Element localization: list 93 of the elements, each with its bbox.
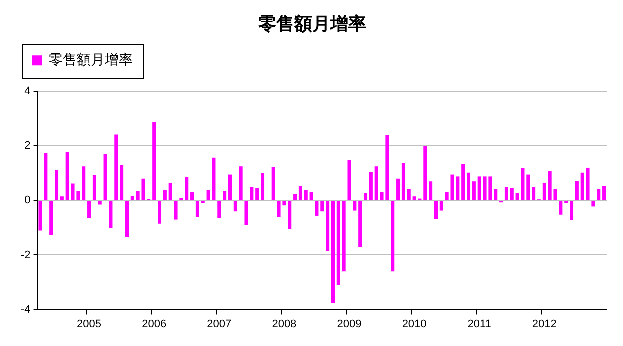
bar [315,201,319,216]
bar [391,201,395,272]
x-tick-label: 2011 [468,318,492,330]
chart-title: 零售額月增率 [258,14,366,34]
bar [92,175,96,200]
bar [88,201,92,218]
bar [298,186,302,200]
bar [120,165,124,200]
bar [602,186,606,200]
bar [66,152,70,200]
bar [592,201,596,207]
bar [440,201,444,211]
y-tick-label: -4 [21,304,31,316]
bar [364,193,368,200]
bar [218,201,222,218]
x-tick-label: 2008 [272,318,297,330]
bar [336,201,340,286]
bar [260,173,265,200]
bar [130,196,134,200]
bar [38,201,42,231]
bar [239,166,243,200]
bar [424,146,428,200]
bar [196,201,200,218]
bar [223,191,227,200]
bar [288,201,292,230]
bar [44,152,48,200]
bar [580,172,584,200]
bar [320,201,324,212]
bar [50,201,54,236]
bar [185,178,189,200]
x-tick-label: 2006 [142,318,167,330]
bar [597,189,601,200]
bar [472,182,476,200]
bar [256,188,260,200]
bar [494,189,498,200]
bar [114,134,118,200]
bar [510,188,514,200]
legend-label: 零售額月增率 [49,51,133,68]
bar [228,174,232,200]
bar [348,160,352,200]
bar [244,201,248,226]
bar [559,201,563,215]
y-tick-label: 2 [24,140,31,152]
bar [504,187,508,200]
bar [180,198,184,200]
bar [396,178,400,200]
bar [82,166,86,200]
bar [353,201,357,211]
bar [369,172,373,200]
bar [190,192,194,200]
bar [570,201,574,220]
y-tick-label: 4 [24,86,31,98]
bar [402,163,406,200]
bar [104,154,108,200]
bar [109,201,113,228]
bar [374,166,378,200]
bar [163,190,167,200]
x-tick-label: 2007 [207,318,232,330]
bar [294,194,298,200]
bar [462,164,466,200]
bar [434,201,438,220]
bar [152,122,156,200]
x-tick-label: 2009 [337,318,362,330]
bar [532,187,536,200]
bar [168,182,172,200]
x-tick-label: 2012 [532,318,557,330]
bar [467,172,471,200]
x-tick-label: 2010 [402,318,427,330]
bar [98,201,102,205]
bar [125,201,129,238]
bar [407,189,411,200]
y-tick-label: 0 [24,194,31,207]
x-tick-label: 2005 [77,318,102,330]
bar [234,201,238,212]
y-tick-label: -2 [21,249,31,262]
bar [526,174,530,200]
bar [272,167,276,200]
bar [60,196,64,200]
bar [54,170,59,200]
bar [478,176,482,200]
bar [358,201,362,248]
bar [429,182,433,200]
bar [250,187,254,200]
bar [174,201,178,220]
bar [310,192,314,200]
bar [304,190,308,200]
bar [575,181,579,200]
bar [342,201,346,272]
bar [158,201,162,224]
bar [542,182,546,200]
bar [331,201,335,303]
bar [326,201,330,252]
bar [586,168,590,200]
